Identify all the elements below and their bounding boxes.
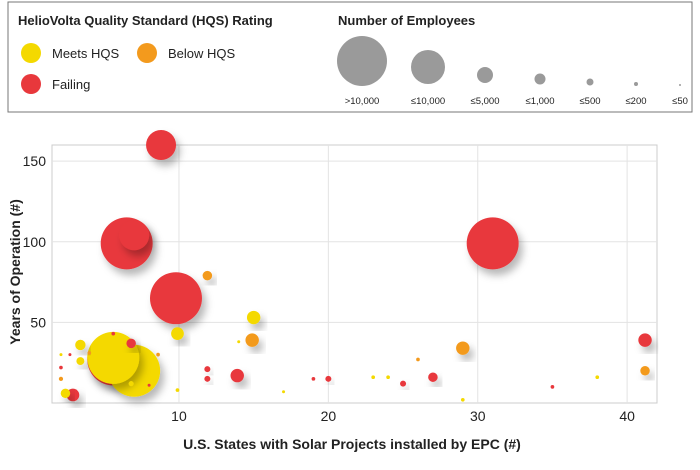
size-swatch-50 bbox=[679, 84, 681, 86]
size-swatch-gt10000 bbox=[337, 36, 387, 86]
size-label-50: ≤50 bbox=[672, 96, 688, 107]
bubble-below bbox=[58, 376, 64, 381]
bubble-failing bbox=[466, 217, 519, 270]
legend-label-meets: Meets HQS bbox=[52, 46, 120, 61]
size-label-gt10000: >10,000 bbox=[345, 96, 380, 107]
size-swatch-200 bbox=[634, 82, 638, 86]
legend-swatch-below bbox=[137, 43, 157, 63]
bubble-failing bbox=[147, 383, 151, 387]
y-axis-title: Years of Operation (#) bbox=[7, 199, 23, 344]
bubble-meets bbox=[237, 340, 241, 344]
legend-label-below: Below HQS bbox=[168, 46, 236, 61]
y-tick-label: 50 bbox=[30, 314, 46, 330]
bubble-meets bbox=[460, 397, 465, 402]
bubble-meets bbox=[386, 375, 390, 380]
bubble-below bbox=[156, 352, 160, 357]
bubble-meets bbox=[282, 390, 286, 394]
bubble-meets bbox=[60, 388, 71, 399]
x-tick-label: 20 bbox=[321, 408, 337, 424]
x-axis-title: U.S. States with Solar Projects installe… bbox=[183, 436, 521, 452]
bubble-meets bbox=[76, 357, 85, 366]
bubble-failing bbox=[68, 353, 72, 357]
x-tick-label: 30 bbox=[470, 408, 486, 424]
bubble-meets bbox=[171, 327, 184, 341]
bubble-meets bbox=[87, 331, 140, 384]
bubble-below bbox=[202, 270, 213, 281]
legend-swatch-failing bbox=[21, 74, 41, 94]
bubble-failing bbox=[204, 366, 211, 373]
legend-color-title: HelioVolta Quality Standard (HQS) Rating bbox=[18, 13, 273, 28]
size-label-10000: ≤10,000 bbox=[411, 96, 445, 107]
bubble-below bbox=[87, 351, 92, 355]
bubbles bbox=[58, 130, 652, 402]
bubble-below bbox=[640, 366, 650, 376]
bubble-meets bbox=[128, 381, 134, 387]
tick-labels: 10 20 30 40 50 100 150 bbox=[23, 153, 635, 424]
size-swatch-10000 bbox=[411, 50, 445, 84]
size-swatch-5000 bbox=[477, 67, 493, 83]
size-label-5000: ≤5,000 bbox=[471, 96, 500, 107]
legend: HelioVolta Quality Standard (HQS) Rating… bbox=[7, 1, 693, 113]
bubble-failing bbox=[150, 272, 202, 325]
bubble-failing bbox=[325, 375, 332, 382]
legend-swatch-meets bbox=[21, 43, 41, 63]
plot-frame bbox=[51, 144, 658, 404]
bubble-failing bbox=[311, 376, 316, 381]
bubble-failing bbox=[400, 380, 407, 387]
bubble-meets bbox=[595, 375, 600, 380]
bubble-meets bbox=[246, 310, 261, 325]
bubble-failing bbox=[428, 372, 438, 382]
size-label-500: ≤500 bbox=[579, 96, 600, 107]
bubble-below bbox=[456, 341, 470, 355]
bubble-meets bbox=[59, 353, 63, 357]
size-swatch-500 bbox=[586, 78, 594, 86]
bubble-below bbox=[245, 333, 259, 347]
bubble-failing bbox=[111, 331, 116, 336]
plot-area: 10 20 30 40 50 100 150 bbox=[23, 130, 658, 424]
x-tick-label: 10 bbox=[171, 408, 187, 424]
size-swatch-1000 bbox=[534, 73, 546, 85]
bubble-failing bbox=[550, 385, 555, 389]
legend-size-title: Number of Employees bbox=[338, 13, 475, 28]
bubble-failing bbox=[59, 365, 63, 370]
bubble-meets bbox=[371, 375, 376, 380]
bubble-meets bbox=[75, 339, 86, 351]
size-label-200: ≤200 bbox=[625, 96, 646, 107]
y-tick-label: 100 bbox=[23, 234, 47, 250]
size-label-1000: ≤1,000 bbox=[526, 96, 555, 107]
legend-label-failing: Failing bbox=[52, 77, 90, 92]
bubble-failing bbox=[638, 333, 652, 347]
bubble-below bbox=[416, 357, 420, 362]
bubble-failing bbox=[126, 338, 136, 349]
bubble-meets bbox=[175, 388, 180, 392]
bubble-failing bbox=[204, 375, 211, 382]
bubble-failing bbox=[146, 130, 177, 160]
x-tick-label: 40 bbox=[619, 408, 635, 424]
bubble-failing bbox=[119, 220, 150, 251]
y-tick-label: 150 bbox=[23, 153, 47, 169]
bubble-failing bbox=[230, 368, 244, 383]
